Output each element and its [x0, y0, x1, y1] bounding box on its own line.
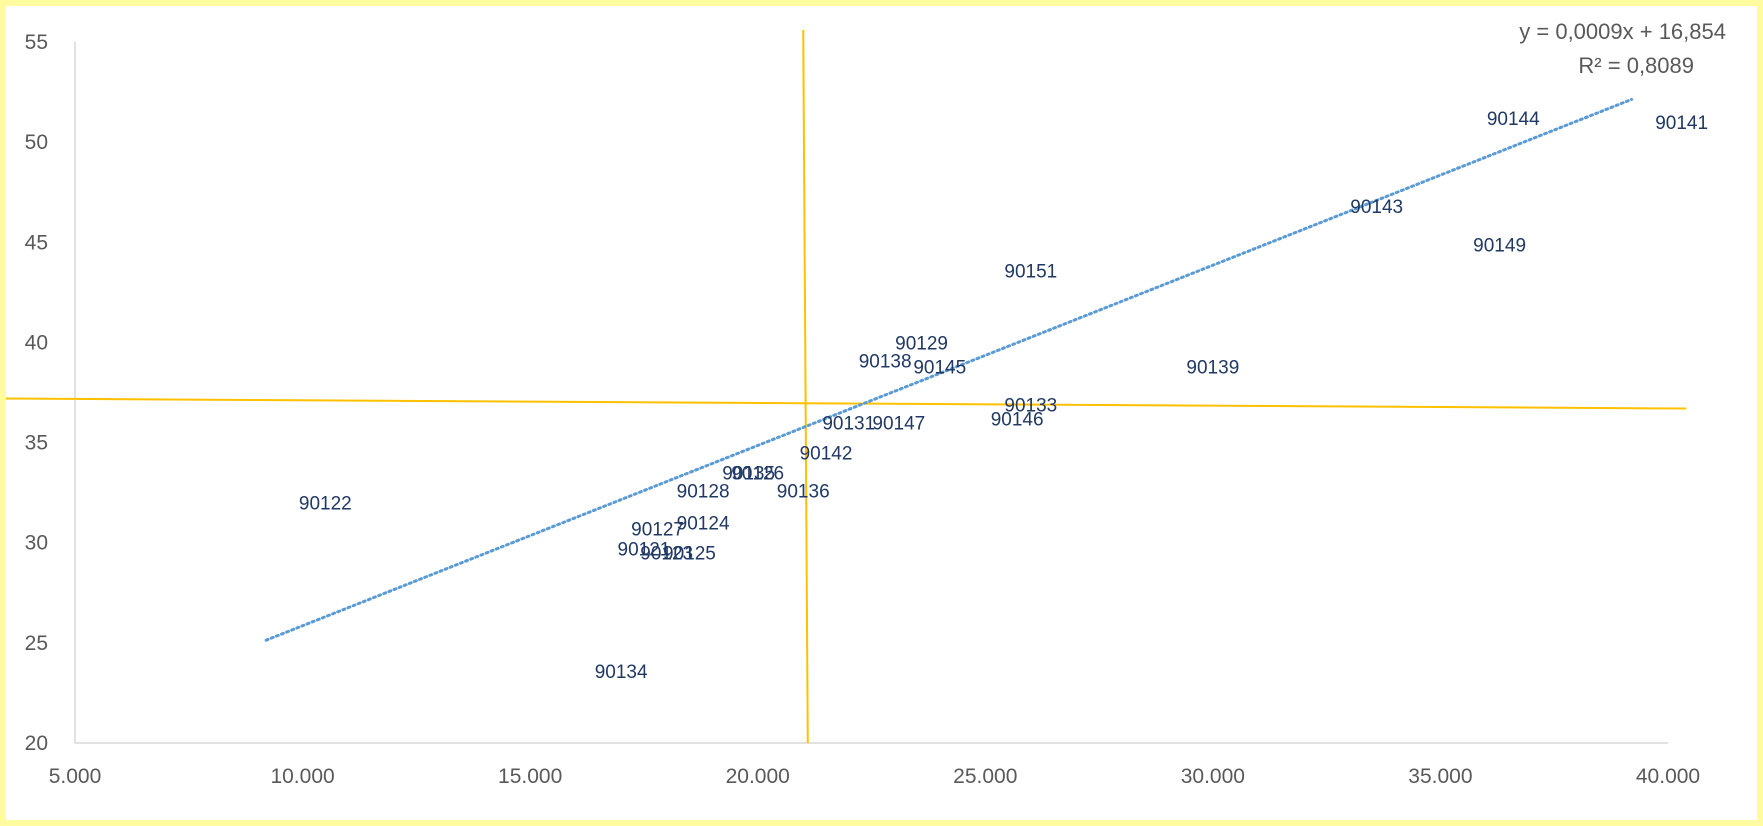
y-tick-label: 45 [25, 231, 48, 254]
y-tick-label: 20 [25, 732, 48, 755]
vertical-reference-line [802, 29, 809, 744]
point-label: 90131 [822, 414, 875, 435]
point-label: 90124 [677, 514, 730, 535]
horizontal-reference-line [6, 397, 1687, 410]
point-label: 90138 [859, 351, 912, 372]
trendline-group [264, 97, 1634, 642]
y-tick-label: 55 [25, 31, 48, 54]
x-tick-label: 5.000 [49, 765, 102, 788]
point-label: 90142 [800, 444, 853, 465]
point-label: 90133 [1004, 396, 1057, 417]
trendline-r-squared: R² = 0,8089 [1578, 53, 1694, 78]
point-label: 90136 [777, 482, 830, 503]
point-label: 90147 [872, 414, 925, 435]
point-label: 90143 [1350, 197, 1403, 218]
point-label: 90139 [1186, 357, 1239, 378]
scatter-chart: 20 25 30 35 40 45 50 55 5.000 10.000 15.000 20.000 2… [6, 19, 1726, 788]
point-label: 90144 [1487, 109, 1540, 130]
x-tick-label: 10.000 [270, 765, 334, 788]
x-tick-label: 40.000 [1636, 765, 1700, 788]
point-label: 90141 [1655, 113, 1708, 134]
chart-frame: 20 25 30 35 40 45 50 55 5.000 10.000 15.000 20.000 2… [6, 6, 1757, 820]
x-tick-label: 15.000 [498, 765, 562, 788]
point-label: 90145 [913, 357, 966, 378]
y-tick-label: 25 [25, 632, 48, 655]
x-tick-label: 20.000 [726, 765, 790, 788]
point-label: 90125 [663, 544, 716, 565]
axes: 20 25 30 35 40 45 50 55 5.000 10.000 15.000 20.000 2… [25, 31, 1700, 788]
y-tick-label: 35 [25, 432, 48, 455]
point-label: 90151 [1004, 261, 1057, 282]
x-tick-label: 30.000 [1181, 765, 1245, 788]
reference-lines [6, 29, 1687, 744]
trendline [264, 97, 1634, 642]
point-label: 90146 [991, 410, 1044, 431]
x-tick-label: 35.000 [1408, 765, 1472, 788]
point-label: 90123 [640, 544, 693, 565]
point-label: 90128 [677, 482, 730, 503]
x-tick-label: 25.000 [953, 765, 1017, 788]
trendline-equation: y = 0,0009x + 16,854 [1519, 19, 1726, 44]
point-label: 90127 [631, 520, 684, 541]
point-label: 90149 [1473, 235, 1526, 256]
point-label: 90126 [731, 464, 784, 485]
point-label: 90122 [299, 494, 352, 515]
point-label: 90129 [895, 333, 948, 354]
point-label: 90121 [618, 540, 671, 561]
y-tick-label: 50 [25, 131, 48, 154]
point-label: 90134 [595, 662, 648, 683]
point-label: 90135 [722, 464, 775, 485]
y-tick-label: 30 [25, 532, 48, 555]
y-tick-label: 40 [25, 331, 48, 354]
